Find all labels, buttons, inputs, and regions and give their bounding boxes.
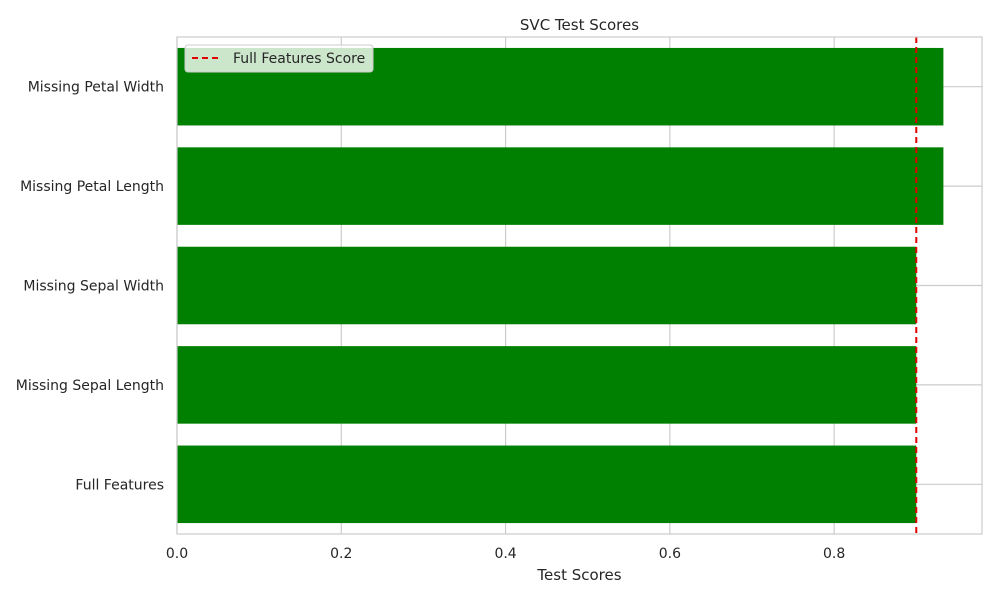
bar [177,346,917,424]
legend: Full Features Score [184,44,374,73]
chart-title: SVC Test Scores [520,16,639,34]
y-tick-label: Full Features [75,477,164,493]
legend-box [184,44,374,73]
x-tick-label: 0.8 [823,546,845,562]
legend-label: Full Features Score [233,51,365,67]
x-axis-label: Test Scores [536,566,621,584]
plot-frame [176,36,983,535]
x-tick-label: 0.6 [659,546,681,562]
x-tick-label: 0.2 [330,546,352,562]
bar [177,445,917,524]
y-tick-label: Missing Sepal Length [16,378,164,394]
x-tick-labels: 0.0 0.2 0.4 0.6 0.8 [166,546,845,562]
bar [177,147,944,225]
y-tick-label: Missing Petal Length [20,179,164,195]
bars [177,47,944,524]
x-tick-label: 0.4 [494,546,516,562]
x-tick-label: 0.0 [166,546,188,562]
y-tick-labels: Full Features Missing Sepal Length Missing… [16,80,164,494]
y-tick-label: Missing Sepal Width [23,279,164,295]
y-tick-label: Missing Petal Width [28,80,164,96]
bar [177,246,917,325]
